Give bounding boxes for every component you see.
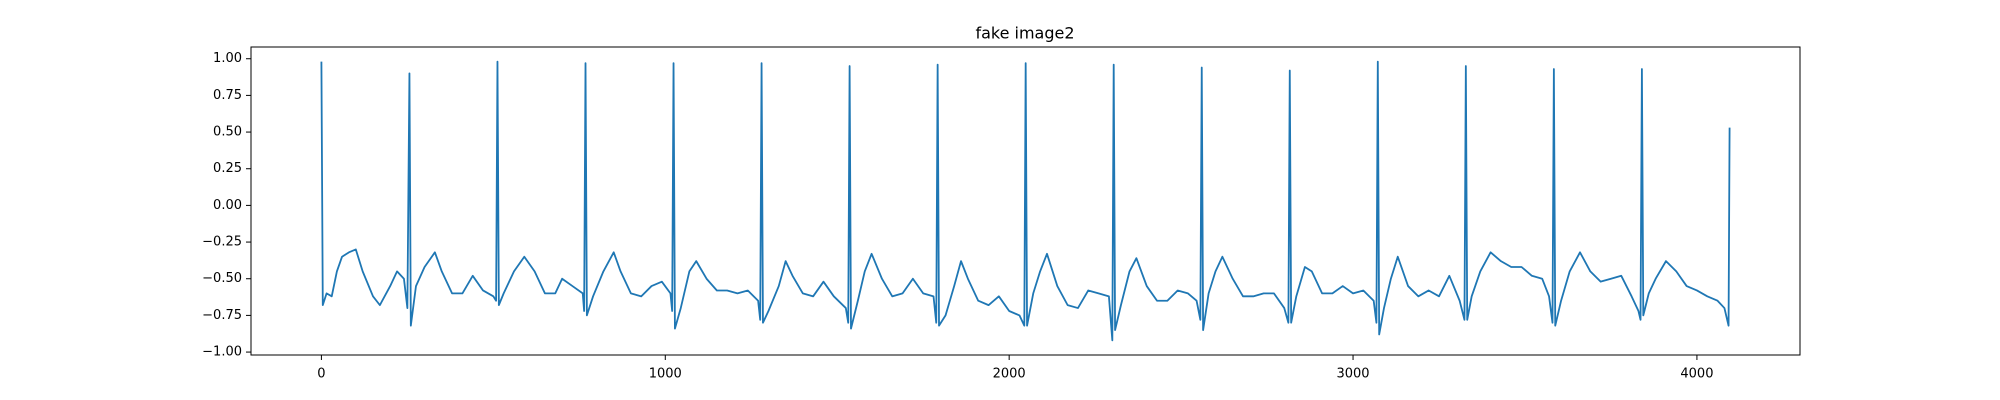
chart-title: fake image2 [975, 24, 1074, 43]
y-tick-label: −0.25 [202, 235, 242, 250]
y-tick-label: 1.00 [213, 51, 242, 66]
data-line [320, 60, 1731, 342]
y-tick-label: 0.25 [213, 161, 242, 176]
x-tick-label: 1000 [649, 367, 682, 382]
y-tick-label: −0.50 [202, 271, 242, 286]
x-tick-label: 2000 [993, 367, 1026, 382]
x-tick-label: 0 [317, 367, 325, 382]
y-tick-label: 0.00 [213, 198, 242, 213]
y-tick-label: −1.00 [202, 345, 242, 360]
y-tick-label: −0.75 [202, 308, 242, 323]
x-tick-label: 3000 [1336, 367, 1369, 382]
y-tick-label: 0.75 [213, 88, 242, 103]
x-tick-label: 4000 [1680, 367, 1713, 382]
plot-frame [250, 46, 1801, 356]
y-tick-label: 0.50 [213, 125, 242, 140]
